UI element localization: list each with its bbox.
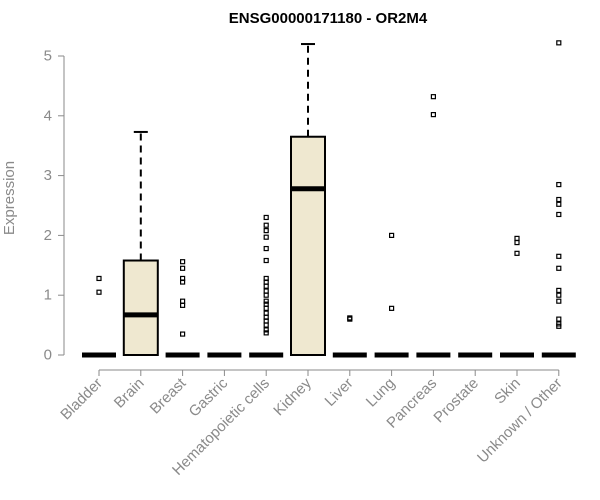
outlier-point (263, 245, 269, 252)
outlier-point (263, 292, 269, 298)
outlier-point (556, 253, 562, 259)
outlier-point (263, 228, 269, 234)
y-tick-label: 1 (44, 287, 52, 304)
outlier-point (180, 298, 186, 304)
box-kidney (290, 43, 326, 356)
outlier-point (263, 288, 269, 294)
outlier-point (263, 222, 269, 228)
y-tick-label: 3 (44, 167, 52, 184)
outlier-point (263, 330, 269, 336)
y-tick-label: 4 (44, 107, 52, 124)
outlier-point (96, 275, 102, 282)
outlier-point (263, 305, 269, 311)
outlier-point (263, 298, 269, 304)
outlier-point (263, 310, 269, 316)
outlier-point (514, 250, 520, 256)
outlier-point (556, 40, 562, 46)
box-brain (122, 130, 159, 356)
iqr-box (122, 259, 159, 356)
x-tick-label: Breast (147, 374, 190, 417)
chart-title: ENSG00000171180 - OR2M4 (229, 10, 428, 27)
box-lung (374, 232, 409, 358)
box-bladder (82, 275, 116, 358)
outlier-point (514, 239, 520, 246)
box-breast (165, 259, 200, 358)
x-tick-label: Skin (491, 375, 524, 408)
outlier-point (180, 259, 186, 265)
boxes (82, 40, 576, 358)
outlier-point (263, 322, 269, 328)
box-hematopoietic-cells (249, 214, 284, 358)
y-axis-title: Expression (1, 161, 18, 235)
x-tick-label: Liver (322, 375, 357, 410)
outlier-point (347, 315, 353, 321)
y-axis: 0 1 2 3 4 5 (44, 48, 65, 364)
outlier-point (556, 287, 562, 294)
outlier-point (96, 289, 102, 295)
outlier-point (180, 265, 186, 271)
outlier-point (389, 232, 395, 238)
x-tick-label: Brain (111, 375, 148, 412)
x-tick-label: Bladder (57, 375, 106, 424)
outlier-point (556, 321, 562, 327)
outlier-point (556, 201, 562, 207)
iqr-box (290, 135, 326, 356)
outlier-point (556, 316, 562, 322)
box-pancreas (416, 94, 451, 358)
outlier-point (430, 94, 436, 100)
outlier-point (556, 181, 562, 188)
outlier-point (180, 275, 186, 282)
outlier-point (263, 234, 269, 240)
box-skin (500, 235, 534, 358)
x-axis (98, 369, 560, 376)
outlier-point (556, 196, 562, 203)
outlier-point (263, 275, 269, 282)
outlier-point (263, 283, 269, 289)
outlier-point (556, 211, 562, 218)
outlier-point (556, 265, 562, 271)
y-tick-label: 2 (44, 227, 52, 244)
outlier-point (556, 298, 562, 304)
outlier-point (263, 301, 269, 307)
box-unknown-other (541, 40, 576, 358)
outlier-point (389, 305, 395, 311)
outlier-point (263, 214, 269, 221)
outlier-point (556, 292, 562, 298)
x-tick-label: Kidney (270, 374, 315, 419)
box-liver (332, 315, 367, 358)
y-tick-label: 5 (44, 48, 52, 65)
x-tick-label: Prostate (430, 375, 482, 427)
outlier-point (263, 327, 269, 333)
outlier-point (430, 112, 436, 118)
x-tick-label: Lung (363, 375, 399, 411)
outlier-point (514, 235, 520, 241)
y-tick-label: 0 (44, 347, 52, 364)
outlier-point (180, 331, 186, 337)
outlier-point (263, 257, 269, 264)
outlier-point (180, 302, 186, 308)
